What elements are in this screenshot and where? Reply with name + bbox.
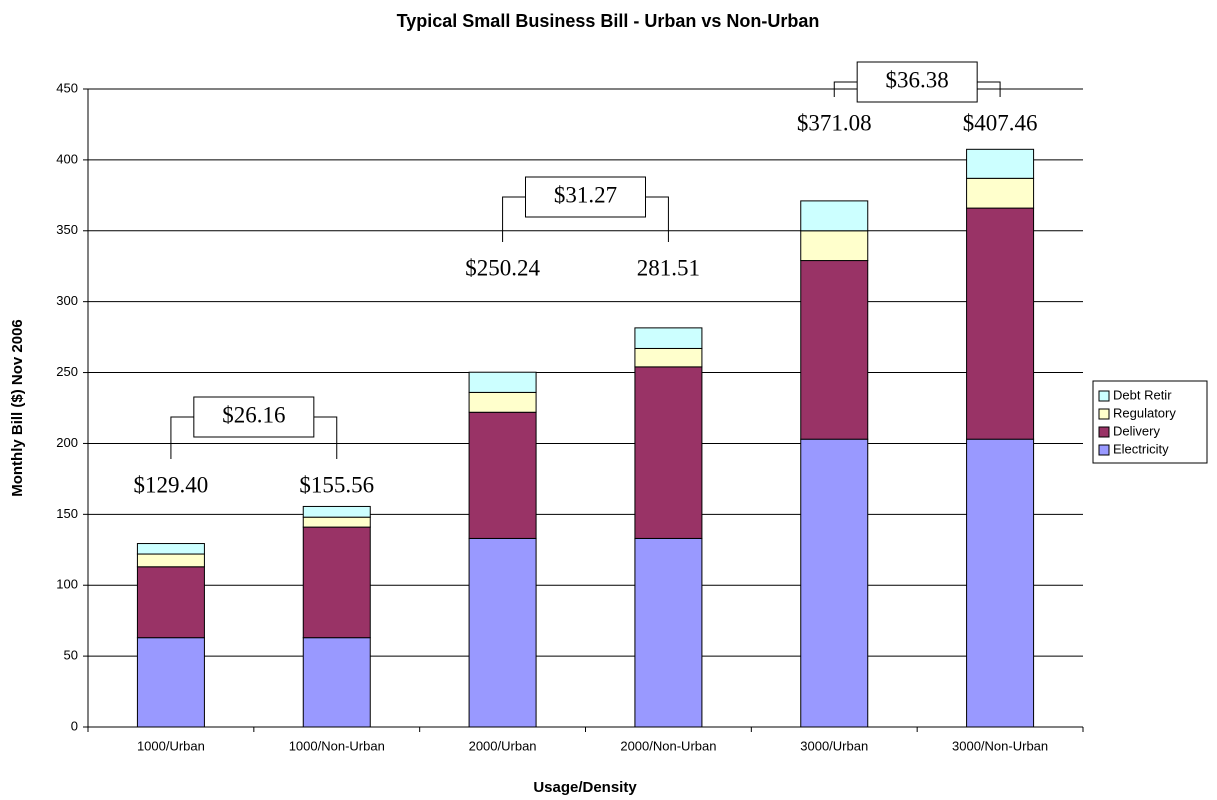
difference-label: $26.16 [222, 402, 285, 427]
x-tick-label: 2000/Non-Urban [620, 738, 716, 753]
bar-segment [634, 537, 703, 728]
legend-label: Delivery [1113, 423, 1160, 438]
bar-segment [302, 516, 371, 528]
legend-swatch [1098, 444, 1110, 456]
legend-swatch [1098, 426, 1110, 438]
y-tick-label: 450 [56, 80, 78, 95]
bar-segment [800, 200, 869, 232]
bracket [645, 196, 669, 242]
bar-segment [634, 366, 703, 539]
bar-segment [634, 347, 703, 368]
x-tick-label: 2000/Urban [469, 738, 537, 753]
y-axis-title: Monthly Bill ($) Nov 2006 [9, 319, 26, 497]
total-label: $129.40 [134, 472, 209, 497]
bar-segment [800, 438, 869, 728]
total-label: $250.24 [465, 255, 540, 280]
y-tick-label: 400 [56, 151, 78, 166]
bracket [833, 81, 858, 97]
legend-label: Electricity [1113, 441, 1169, 456]
legend-label: Regulatory [1113, 405, 1176, 420]
bar-segment [136, 553, 205, 568]
bar-segment [468, 537, 537, 728]
x-tick-label: 3000/Non-Urban [952, 738, 1048, 753]
x-tick-label: 3000/Urban [800, 738, 868, 753]
bar-segment [136, 566, 205, 639]
y-tick-label: 250 [56, 364, 78, 379]
bar-segment [136, 543, 205, 555]
total-label: $155.56 [299, 472, 374, 497]
bar-segment [468, 391, 537, 413]
bar-segment [966, 207, 1035, 440]
difference-box [193, 396, 315, 438]
total-label: $371.08 [797, 110, 872, 135]
bracket [977, 81, 1001, 97]
total-label: $407.46 [963, 110, 1038, 135]
bar-segment [966, 148, 1035, 179]
difference-label: $36.38 [886, 67, 949, 92]
legend-label: Debt Retir [1113, 387, 1172, 402]
y-tick-label: 200 [56, 435, 78, 450]
bar-segment [966, 177, 1035, 209]
y-tick-label: 150 [56, 506, 78, 521]
y-tick-label: 100 [56, 577, 78, 592]
difference-label: $31.27 [554, 182, 617, 207]
y-tick-label: 350 [56, 222, 78, 237]
x-axis-title: Usage/Density [533, 779, 637, 796]
legend-swatch [1098, 408, 1110, 420]
bar-segment [800, 230, 869, 262]
bar-segment [302, 526, 371, 639]
legend-box [1092, 380, 1208, 464]
bracket [502, 196, 526, 242]
y-tick-label: 50 [64, 648, 78, 663]
legend-swatch [1098, 390, 1110, 402]
difference-box [856, 61, 978, 103]
y-tick-label: 0 [71, 718, 78, 733]
bracket [313, 416, 338, 459]
difference-box [525, 176, 646, 218]
bar-segment [468, 411, 537, 539]
bar-segment [302, 505, 371, 518]
bracket [170, 416, 194, 459]
x-tick-label: 1000/Urban [137, 738, 205, 753]
bar-segment [302, 637, 371, 728]
bar-segment [800, 260, 869, 440]
y-tick-label: 300 [56, 293, 78, 308]
chart-title: Typical Small Business Bill - Urban vs N… [397, 11, 820, 31]
total-label: 281.51 [637, 255, 700, 280]
bar-segment [966, 438, 1035, 728]
bar-segment [468, 371, 537, 393]
bar-segment [136, 637, 205, 728]
x-tick-label: 1000/Non-Urban [289, 738, 385, 753]
bar-segment [634, 327, 703, 349]
